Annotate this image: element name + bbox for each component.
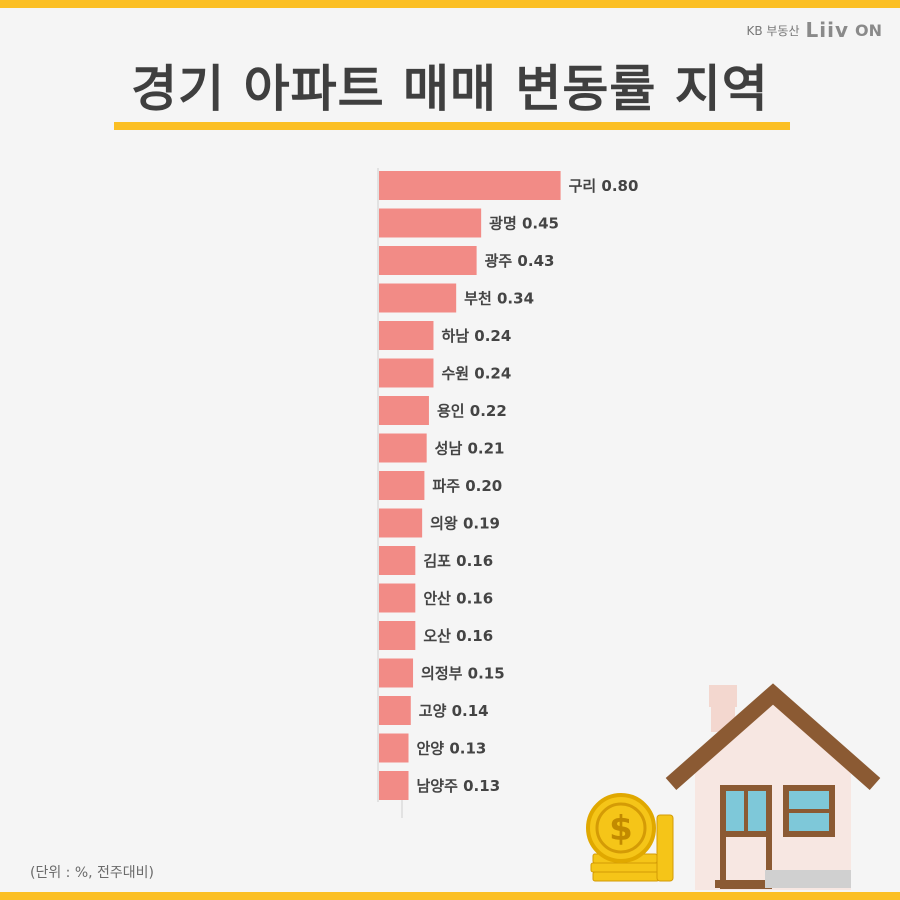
bar-label-16: 안양 0.13 [417, 740, 487, 758]
bar-label-3: 광주 0.43 [485, 252, 555, 270]
brand-liiv: Liiv [805, 18, 849, 42]
bar-label-14: 의정부 0.15 [421, 665, 505, 683]
bar-1 [379, 171, 561, 200]
bar-4 [379, 283, 457, 313]
title-wrap: 경기 아파트 매매 변동률 지역 [0, 62, 900, 117]
bar-label-17: 남양주 0.13 [417, 777, 501, 795]
bar-label-13: 오산 0.16 [423, 627, 493, 645]
brand-kb: KB 부동산 [746, 23, 800, 38]
bar-14 [379, 658, 414, 688]
bar-label-11: 김포 0.16 [423, 552, 493, 570]
bar-17 [379, 771, 409, 800]
house-icon [665, 683, 881, 890]
bar-12 [379, 583, 416, 613]
svg-text:$: $ [609, 809, 633, 849]
bar-5 [379, 321, 434, 350]
bar-label-5: 하남 0.24 [441, 327, 511, 345]
bar-label-1: 구리 0.80 [569, 177, 639, 195]
dollar-coin-icon: $ [586, 793, 656, 863]
bar-label-4: 부천 0.34 [464, 290, 534, 308]
bar-label-2: 광명 0.45 [489, 215, 559, 233]
page-title: 경기 아파트 매매 변동률 지역 [131, 60, 769, 118]
brand-on: ON [855, 20, 882, 40]
house-coins-illustration: $ [586, 683, 881, 890]
bar-label-15: 고양 0.14 [419, 702, 489, 720]
bar-label-9: 파주 0.20 [432, 477, 502, 495]
bars-group: 구리 0.80 광명 0.45 광주 0.43 부천 0.34 하남 0.24 수원 0.… [379, 171, 638, 800]
bar-11 [379, 546, 416, 575]
bar-8 [379, 433, 427, 463]
bar-6 [379, 358, 434, 388]
bar-7 [379, 396, 429, 425]
bar-label-7: 용인 0.22 [437, 402, 507, 420]
bar-9 [379, 471, 425, 500]
bar-15 [379, 696, 411, 725]
unit-note: (단위 : %, 전주대비) [30, 865, 155, 881]
top-accent-band [0, 0, 900, 8]
bar-13 [379, 621, 416, 650]
bar-label-8: 성남 0.21 [435, 440, 505, 458]
title-underline [114, 122, 790, 130]
bar-10 [379, 508, 423, 538]
bar-16 [379, 733, 409, 763]
bar-label-10: 의왕 0.19 [430, 515, 500, 533]
bar-label-6: 수원 0.24 [441, 365, 511, 383]
bar-2 [379, 208, 482, 238]
bottom-accent-band [0, 892, 900, 900]
kb-liiv-on-logo: KB 부동산 Liiv ON [746, 18, 882, 42]
bar-3 [379, 246, 477, 275]
bar-label-12: 안산 0.16 [423, 590, 493, 608]
